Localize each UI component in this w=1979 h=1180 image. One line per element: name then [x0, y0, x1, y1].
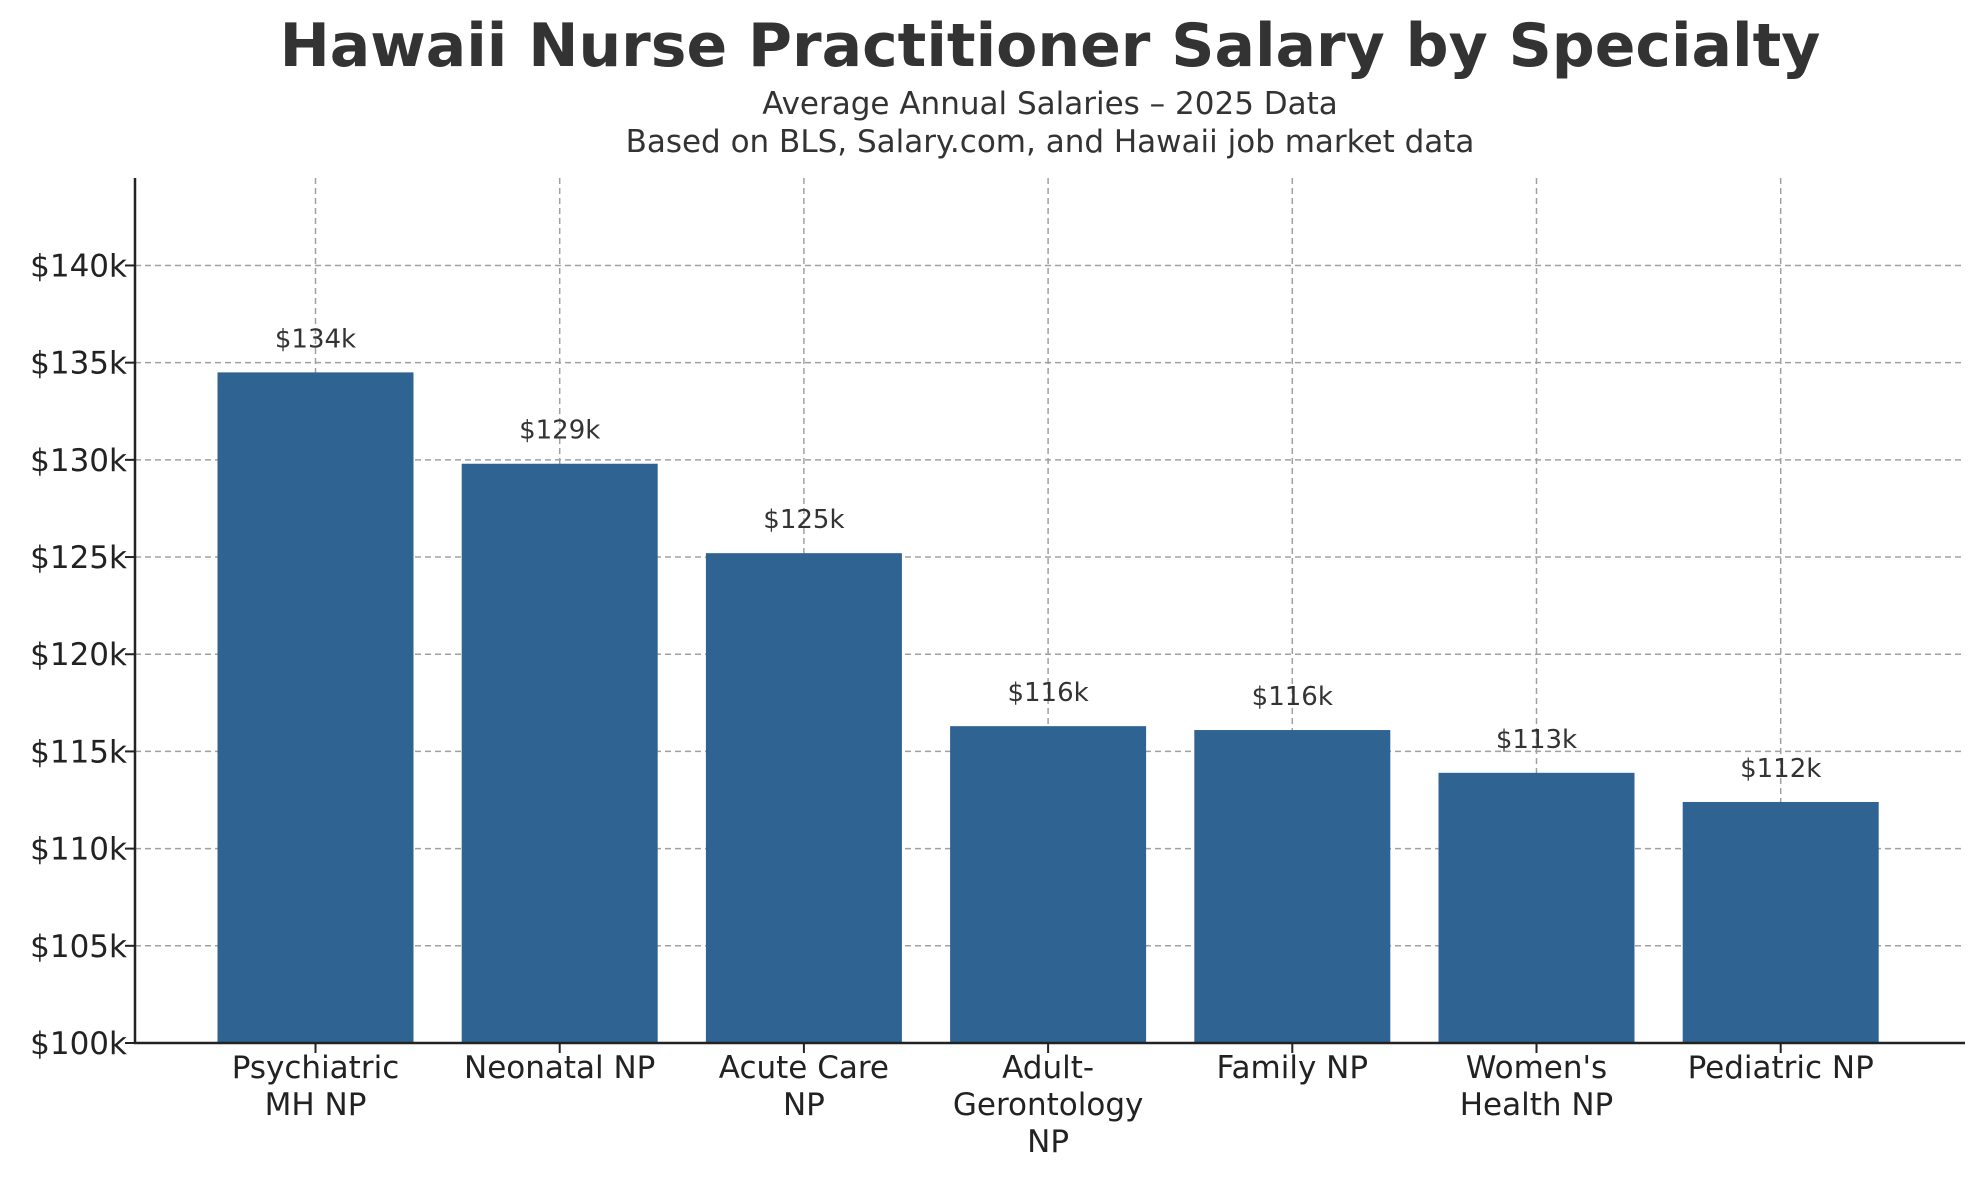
y-tick-labels: $100k $105k $110k $115k $120k $125k $130k $135k…	[30, 248, 135, 1062]
x-tick-label-2: Acute Care NP	[719, 1050, 889, 1123]
bar-2	[705, 553, 902, 1043]
x-tick-label-0: Psychiatric MH NP	[232, 1050, 400, 1123]
data-label-5: $113k	[1496, 725, 1577, 755]
x-tick-label-3: Adult-Gerontology NP	[953, 1050, 1144, 1160]
y-tick-label-5: $125k	[30, 540, 127, 576]
x-tick-label-2-line-0: Acute Care	[719, 1050, 889, 1086]
x-tick-label-5-line-1: Health NP	[1460, 1087, 1614, 1123]
bar-0	[217, 372, 414, 1043]
y-tick-label-6: $130k	[30, 443, 127, 479]
x-tick-label-6: Pediatric NP	[1688, 1050, 1874, 1086]
y-tick-label-3: $115k	[30, 734, 127, 770]
chart-subtitle-line-2: Based on BLS, Salary.com, and Hawaii job…	[626, 124, 1475, 160]
x-tick-label-2-line-1: NP	[783, 1087, 825, 1123]
x-tick-label-6-line-0: Pediatric NP	[1688, 1050, 1874, 1086]
bars	[217, 372, 1879, 1043]
data-label-1: $129k	[519, 416, 600, 446]
y-tick-label-0: $100k	[30, 1026, 127, 1062]
x-tick-label-0-line-1: MH NP	[265, 1087, 367, 1123]
x-tick-label-3-line-1: Gerontology	[953, 1087, 1144, 1123]
y-tick-label-4: $120k	[30, 637, 127, 673]
bar-6	[1682, 801, 1879, 1043]
y-tick-label-2: $110k	[30, 832, 127, 868]
x-tick-label-4: Family NP	[1217, 1050, 1369, 1086]
y-tick-label-8: $140k	[30, 248, 127, 284]
data-label-3: $116k	[1007, 678, 1088, 708]
x-tick-label-0-line-0: Psychiatric	[232, 1050, 400, 1086]
data-label-6: $112k	[1740, 754, 1821, 784]
chart-title: Hawaii Nurse Practitioner Salary by Spec…	[280, 11, 1821, 81]
data-label-0: $134k	[275, 324, 356, 354]
x-tick-label-5: Women's Health NP	[1460, 1050, 1614, 1123]
y-tick-label-1: $105k	[30, 929, 127, 965]
bar-3	[950, 726, 1147, 1043]
x-tick-label-1-line-0: Neonatal NP	[464, 1050, 655, 1086]
axes	[133, 178, 1965, 1045]
x-tick-label-4-line-0: Family NP	[1217, 1050, 1369, 1086]
bar-1	[461, 463, 658, 1043]
x-tick-label-1: Neonatal NP	[464, 1050, 655, 1086]
x-tick-label-5-line-0: Women's	[1466, 1050, 1607, 1086]
data-label-2: $125k	[763, 505, 844, 535]
data-labels: $134k $129k $125k $116k $116k $113k $112k	[275, 324, 1821, 784]
y-tick-label-7: $135k	[30, 346, 127, 382]
data-label-4: $116k	[1252, 682, 1333, 712]
x-tick-label-3-line-2: NP	[1027, 1124, 1069, 1160]
bar-5	[1438, 772, 1635, 1043]
x-tick-label-3-line-0: Adult-	[1002, 1050, 1094, 1086]
bar-4	[1194, 730, 1391, 1043]
chart-subtitle-line-1: Average Annual Salaries – 2025 Data	[762, 86, 1338, 122]
